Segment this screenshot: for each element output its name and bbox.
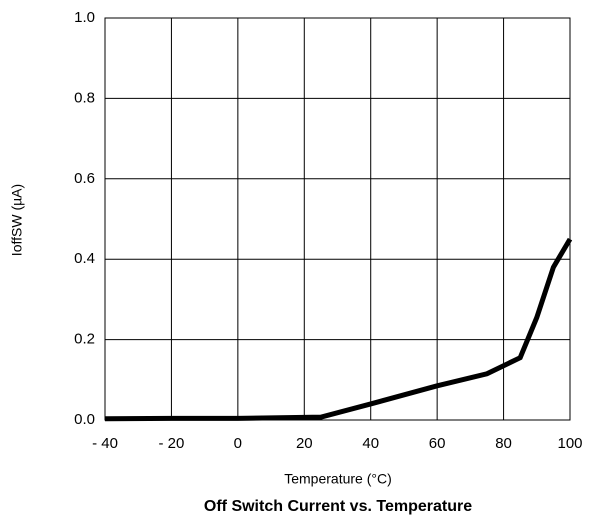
chart-title: Off Switch Current vs. Temperature <box>204 498 472 515</box>
x-tick-label: 80 <box>495 435 512 452</box>
x-tick-label: - 20 <box>158 435 184 452</box>
x-tick-label: 100 <box>557 435 582 452</box>
y-tick-label: 0.4 <box>74 250 95 267</box>
x-tick-label: - 40 <box>92 435 118 452</box>
x-tick-label: 0 <box>234 435 242 452</box>
y-axis-label: IoffSW (µA) <box>9 184 25 256</box>
x-tick-label: 20 <box>296 435 313 452</box>
y-tick-label: 0.8 <box>74 89 95 106</box>
y-tick-label: 0.6 <box>74 170 95 187</box>
y-tick-label: 0.2 <box>74 331 95 348</box>
y-tick-label: 1.0 <box>74 9 95 26</box>
y-tick-label: 0.0 <box>74 411 95 428</box>
data-line <box>104 237 573 422</box>
x-tick-label: 40 <box>362 435 379 452</box>
x-tick-label: 60 <box>429 435 446 452</box>
x-axis-label: Temperature (°C) <box>284 471 392 487</box>
plot-frame <box>104 17 571 421</box>
